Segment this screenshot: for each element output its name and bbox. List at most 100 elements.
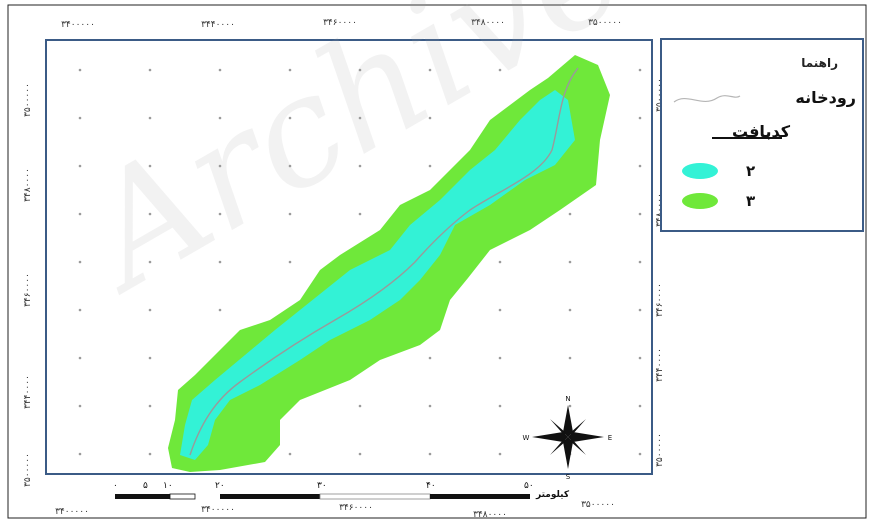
grid-dot [638,260,642,264]
grid-dot [148,164,152,168]
grid-dot [358,404,362,408]
class-3-swatch-icon [682,193,718,209]
grid-dot [218,116,222,120]
grid-dot [638,164,642,168]
grid-dot [638,404,642,408]
legend-item-class-2: ۲ [682,162,755,180]
coordinate-tick-label: ۳۴۴۰۰۰۰ [655,348,665,382]
coordinate-tick-label: ۳۵۰۰۰۰۰ [588,18,622,28]
grid-dot [428,452,432,456]
grid-dot [568,404,572,408]
grid-dot [568,308,572,312]
grid-dot [638,212,642,216]
scale-label-40: ۴۰ [426,481,436,491]
coordinate-tick-label: ۳۴۴۰۰۰۰ [201,20,235,30]
scale-label-20: ۲۰ [215,481,225,491]
coordinate-tick-label: ۳۴۰۰۰۰۰ [61,20,95,30]
grid-dot [78,404,82,408]
grid-dot [358,68,362,72]
grid-dot [148,260,152,264]
grid-dot [288,212,292,216]
grid-dot [148,212,152,216]
coordinate-tick-label: ۳۵۰۰۰۰۰ [23,83,33,117]
coordinate-tick-label: ۳۴۰۰۰۰۰ [55,507,89,517]
grid-dot [638,356,642,360]
north-arrow: N S E W [523,395,613,481]
scale-segment [430,494,530,499]
grid-dot [358,452,362,456]
river-symbol-icon [673,95,741,103]
coordinate-tick-label: ۳۴۶۰۰۰۰ [323,18,357,28]
compass-e-label: E [608,434,612,442]
coordinate-tick-label: ۳۴۶۰۰۰۰ [23,273,33,307]
legend-item-class-3: ۳ [682,192,755,210]
scale-segment [115,494,170,499]
coordinate-tick-label: ۳۵۰۰۰۰۰ [23,453,33,487]
compass-w-label: W [523,434,530,442]
grid-dot [288,164,292,168]
coordinate-tick-label: ۳۴۰۰۰۰۰ [201,505,235,515]
grid-dot [78,212,82,216]
map-legend: راهنما رودخانه کدبافت ۲ ۳ [660,38,864,232]
grid-dot [288,116,292,120]
scale-label-10: ۱۰ [163,481,173,491]
grid-dot [218,212,222,216]
scale-label-50: ۵۰ [524,481,534,491]
grid-dot [288,452,292,456]
grid-dot [568,260,572,264]
page-border [7,4,867,519]
legend-river-label: رودخانه [795,88,856,107]
grid-dot [78,452,82,456]
coordinate-tick-label: ۳۴۸۰۰۰۰ [471,18,505,28]
grid-dot [498,404,502,408]
grid-dot [498,452,502,456]
compass-s-label: S [566,473,571,481]
scale-segment [220,494,320,499]
river-line [189,67,579,456]
grid-dot [498,356,502,360]
bottom-coordinate-labels: ۳۴۰۰۰۰۰ ۳۴۰۰۰۰۰ ۳۴۶۰۰۰۰ ۳۴۸۰۰۰۰ ۳۵۰۰۰۰۰ [55,500,615,520]
grid-dot [428,116,432,120]
grid-dot [498,308,502,312]
grid-dot [638,452,642,456]
class-2-swatch-icon [682,163,718,179]
grid-dot [78,164,82,168]
grid-dot [358,164,362,168]
grid-dot [218,164,222,168]
coordinate-tick-label: ۳۵۰۰۰۰۰ [581,500,615,510]
top-coordinate-labels: ۳۴۰۰۰۰۰ ۳۴۴۰۰۰۰ ۳۴۶۰۰۰۰ ۳۴۸۰۰۰۰ ۳۵۰۰۰۰۰ [61,18,622,30]
grid-dot [218,260,222,264]
scale-label-0: ۰ [113,481,118,491]
scale-label-30: ۳۰ [317,481,327,491]
compass-n-label: N [565,395,570,403]
grid-dot [218,68,222,72]
grid-dot [638,308,642,312]
grid-dot [78,116,82,120]
grid-dot [148,308,152,312]
grid-dot [148,452,152,456]
grid-dot [218,308,222,312]
grid-dot [148,404,152,408]
left-coordinate-labels: ۳۵۰۰۰۰۰ ۳۴۸۰۰۰۰ ۳۴۶۰۰۰۰ ۳۴۴۰۰۰۰ ۳۵۰۰۰۰۰ [23,83,33,487]
grid-dot [428,404,432,408]
grid-dot [358,212,362,216]
grid-dot [288,68,292,72]
grid-dot [78,68,82,72]
texture-class-2-area [180,90,575,460]
grid-dot [78,308,82,312]
grid-dot [568,356,572,360]
scale-segment [319,493,431,500]
grid-dot [498,260,502,264]
coordinate-tick-label: ۳۴۶۰۰۰۰ [655,283,665,317]
grid-dot [148,68,152,72]
legend-class-value: ۲ [746,162,756,180]
legend-code-label: کدبافت [732,122,790,141]
grid-dot [428,356,432,360]
coordinate-tick-label: ۳۴۴۰۰۰۰ [23,375,33,409]
legend-class-value: ۳ [746,192,756,210]
grid-dot [148,116,152,120]
grid-dot [358,116,362,120]
grid-dot [148,356,152,360]
coordinate-tick-label: ۳۵۰۰۰۰۰ [655,433,665,467]
